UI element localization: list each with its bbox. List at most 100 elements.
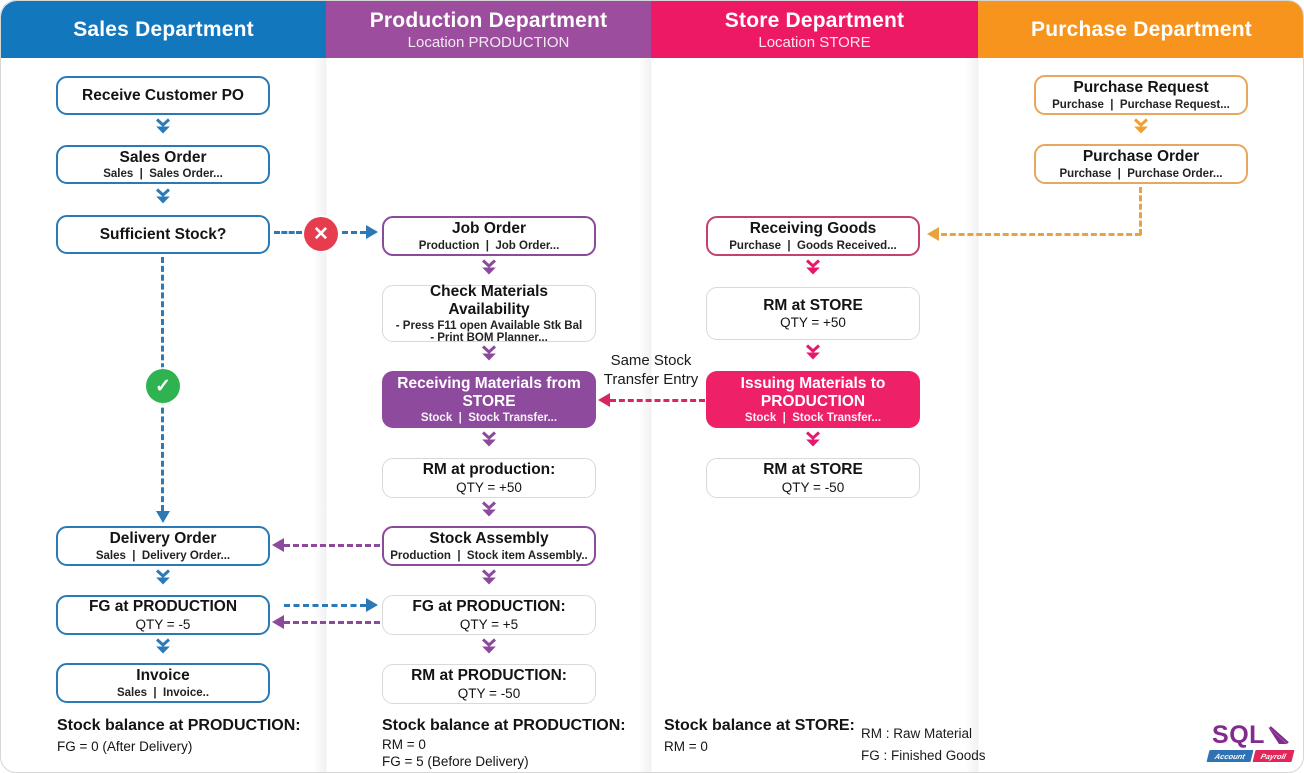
box-receiving-materials-from-store: Receiving Materials from STORE Stock | S…: [382, 371, 596, 428]
box-rm-at-store-plus: RM at STORE QTY = +50: [706, 287, 920, 340]
box-subtitle: Purchase | Goods Received...: [729, 239, 897, 252]
box-subtitle: Sales | Delivery Order...: [95, 549, 231, 562]
box-subtitle: Production | Stock item Assembly..: [390, 549, 588, 562]
box-title: RM at PRODUCTION:: [411, 667, 567, 685]
header-title: Purchase Department: [1031, 17, 1252, 41]
box-fg-at-production-sales: FG at PRODUCTION QTY = -5: [56, 595, 270, 635]
logo-product-payroll: Payroll: [1252, 750, 1295, 762]
box-fg-at-production-plus: FG at PRODUCTION: QTY = +5: [382, 595, 596, 635]
header-title: Sales Department: [73, 17, 254, 41]
box-qty: QTY = -50: [457, 685, 521, 701]
box-title: FG at PRODUCTION: [88, 598, 238, 616]
down-arrow-icon: [805, 344, 821, 360]
box-delivery-order: Delivery Order Sales | Delivery Order...: [56, 526, 270, 566]
note-line: FG = 5 (Before Delivery): [382, 753, 529, 769]
box-title: Check Materials Availability: [429, 283, 549, 318]
connector-purchase-to-store-horizontal: [941, 233, 1141, 236]
box-title: Purchase Request: [1073, 79, 1209, 97]
box-title: Receive Customer PO: [82, 86, 244, 104]
down-arrow-icon: [1133, 118, 1149, 134]
box-subtitle: Sales | Sales Order...: [103, 168, 223, 181]
arrowhead-right-icon: [366, 225, 378, 239]
fail-x-glyph: ✕: [313, 223, 329, 245]
note-stock-balance-sales: Stock balance at PRODUCTION: FG = 0 (Aft…: [57, 717, 301, 756]
box-title: RM at production:: [422, 461, 556, 479]
arrowhead-left-icon: [927, 227, 939, 241]
box-title: Receiving Materials from STORE: [397, 375, 581, 410]
annotation-same-stock-transfer: Same Stock Transfer Entry: [603, 352, 699, 388]
arrowhead-down-icon: [156, 511, 170, 523]
box-subtitle: Stock | Stock Transfer...: [420, 411, 558, 424]
arrowhead-left-icon: [272, 615, 284, 629]
box-subtitle: Purchase | Purchase Order...: [1059, 167, 1223, 180]
box-title: Job Order: [451, 220, 527, 238]
arrowhead-right-icon: [366, 598, 378, 612]
box-qty: QTY = +5: [459, 616, 519, 632]
box-qty: QTY = -50: [781, 479, 845, 495]
box-receive-customer-po: Receive Customer PO: [56, 76, 270, 115]
box-job-order: Job Order Production | Job Order...: [382, 216, 596, 256]
down-arrow-icon: [155, 569, 171, 585]
down-arrow-icon: [481, 431, 497, 447]
arrowhead-left-icon: [272, 538, 284, 552]
connector-purchase-to-store-vertical: [1139, 187, 1142, 235]
header-title: Store Department: [724, 8, 905, 32]
box-title: Purchase Order: [1082, 148, 1200, 166]
box-purchase-request: Purchase Request Purchase | Purchase Req…: [1034, 75, 1248, 115]
legend-rm: RM : Raw Material: [861, 726, 973, 741]
box-subtitle: Sales | Invoice..: [116, 686, 210, 699]
box-subtitle: Purchase | Purchase Request...: [1052, 98, 1230, 111]
header-subtitle: Location PRODUCTION: [407, 33, 570, 51]
note-line: RM = 0: [382, 737, 426, 752]
box-rm-at-production-minus: RM at PRODUCTION: QTY = -50: [382, 664, 596, 704]
column-divider: [965, 58, 979, 772]
box-qty: QTY = +50: [780, 315, 846, 331]
box-subtitle: Stock | Stock Transfer...: [744, 411, 882, 424]
box-purchase-order: Purchase Order Purchase | Purchase Order…: [1034, 144, 1248, 184]
logo-text: SQL: [1212, 721, 1265, 749]
box-title: Stock Assembly: [429, 530, 549, 548]
box-title: Issuing Materials to PRODUCTION: [740, 375, 886, 410]
connector-fg-production-to-sales: [284, 621, 380, 624]
column-divider: [638, 58, 652, 772]
header-purchase-department: Purchase Department: [978, 1, 1303, 58]
box-title: Delivery Order: [109, 530, 217, 548]
header-title: Production Department: [369, 8, 608, 32]
box-subtitle: Production | Job Order...: [418, 239, 560, 252]
box-title: Sales Order: [119, 148, 207, 166]
box-sales-order: Sales Order Sales | Sales Order...: [56, 145, 270, 184]
box-invoice: Invoice Sales | Invoice..: [56, 663, 270, 703]
box-title: RM at STORE: [763, 461, 863, 479]
note-line: FG = 0 (After Delivery): [57, 739, 193, 754]
note-title: Stock balance at PRODUCTION:: [57, 717, 301, 734]
note-title: Stock balance at STORE:: [664, 717, 855, 734]
header-production-department: Production Department Location PRODUCTIO…: [326, 1, 651, 58]
down-arrow-icon: [155, 638, 171, 654]
header-subtitle: Location STORE: [758, 33, 871, 51]
down-arrow-icon: [805, 259, 821, 275]
box-qty: QTY = -5: [135, 616, 191, 632]
sql-brand-logo: SQL Account Payroll: [1205, 723, 1297, 762]
header-store-department: Store Department Location STORE: [651, 1, 978, 58]
box-stock-assembly: Stock Assembly Production | Stock item A…: [382, 526, 596, 566]
logo-product-account: Account: [1206, 750, 1254, 762]
box-subtitle: - Print BOM Planner...: [430, 331, 548, 344]
fail-x-icon: ✕: [304, 217, 338, 251]
legend-fg: FG : Finished Goods: [861, 747, 986, 763]
box-issuing-materials-to-production: Issuing Materials to PRODUCTION Stock | …: [706, 371, 920, 428]
box-title: FG at PRODUCTION:: [412, 598, 566, 616]
connector-no-stock-line: [274, 231, 302, 234]
box-receiving-goods: Receiving Goods Purchase | Goods Receive…: [706, 216, 920, 256]
down-arrow-icon: [481, 638, 497, 654]
box-title: RM at STORE: [763, 296, 863, 314]
connector-assembly-to-delivery: [284, 544, 380, 547]
down-arrow-icon: [481, 345, 497, 361]
legend-abbreviations: RM : Raw Material FG : Finished Goods: [861, 723, 986, 766]
note-line: RM = 0: [664, 739, 708, 754]
down-arrow-icon: [155, 118, 171, 134]
connector-no-stock-line: [342, 231, 366, 234]
box-title: Receiving Goods: [749, 220, 877, 238]
down-arrow-icon: [481, 259, 497, 275]
connector-fg-sales-to-production: [284, 604, 366, 607]
